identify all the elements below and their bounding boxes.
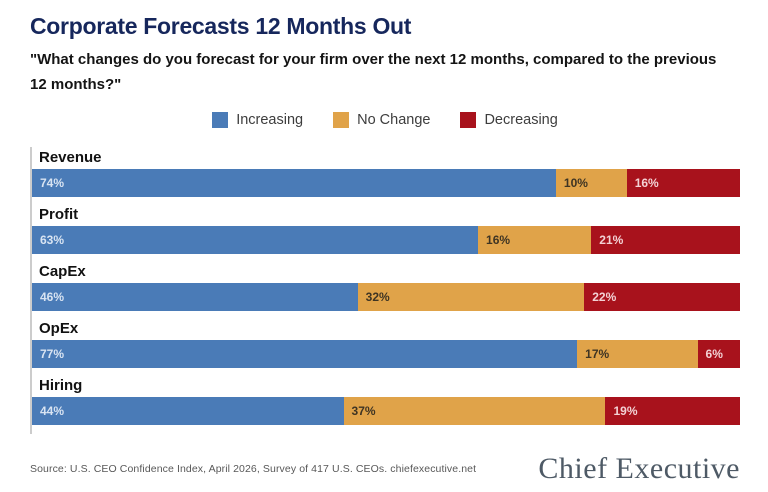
page-title: Corporate Forecasts 12 Months Out xyxy=(30,13,412,39)
source-note: Source: U.S. CEO Confidence Index, April… xyxy=(30,463,477,475)
bar-segment-increasing: 74% xyxy=(32,169,556,197)
segment-value-label: 37% xyxy=(351,404,376,418)
segment-value-label: 74% xyxy=(40,176,65,190)
chart-legend: Increasing No Change Decreasing xyxy=(30,110,740,130)
bar-segment-increasing: 63% xyxy=(32,226,479,254)
bar-segment-no-change: 17% xyxy=(577,340,698,368)
segment-value-label: 22% xyxy=(592,290,617,304)
bar-segment-decreasing: 6% xyxy=(697,340,740,368)
legend-swatch-icon xyxy=(212,112,229,128)
segment-value-label: 63% xyxy=(40,233,65,247)
bar-segment-no-change: 37% xyxy=(343,397,606,425)
bar-segment-decreasing: 19% xyxy=(605,397,740,425)
stacked-bar: 46% 32% 22% xyxy=(32,283,740,311)
legend-label: Increasing xyxy=(236,112,304,128)
bar-row-capex: CapEx 46% 32% 22% xyxy=(32,261,740,311)
legend-swatch-icon xyxy=(333,112,350,128)
category-label: Profit xyxy=(39,206,79,223)
segment-value-label: 19% xyxy=(613,404,638,418)
segment-value-label: 17% xyxy=(585,347,610,361)
bar-row-opex: OpEx 77% 17% 6% xyxy=(32,318,740,368)
legend-item-decreasing: Decreasing xyxy=(460,112,558,128)
legend-item-no-change: No Change xyxy=(333,112,430,128)
footer: Source: U.S. CEO Confidence Index, April… xyxy=(30,452,740,486)
bar-segment-no-change: 10% xyxy=(555,169,627,197)
stacked-bar: 63% 16% 21% xyxy=(32,226,740,254)
category-label: OpEx xyxy=(39,320,79,337)
stacked-bar: 74% 10% 16% xyxy=(32,169,740,197)
legend-item-increasing: Increasing xyxy=(212,112,303,128)
bar-segment-decreasing: 22% xyxy=(584,283,740,311)
category-label: Hiring xyxy=(39,377,83,394)
segment-value-label: 44% xyxy=(40,404,65,418)
chart-subtitle: "What changes do you forecast for your f… xyxy=(30,51,717,93)
segment-value-label: 21% xyxy=(599,233,624,247)
segment-value-label: 77% xyxy=(40,347,65,361)
bar-segment-no-change: 16% xyxy=(478,226,592,254)
category-label: CapEx xyxy=(39,263,86,280)
stacked-bar: 44% 37% 19% xyxy=(32,397,740,425)
bar-segment-decreasing: 21% xyxy=(591,226,740,254)
segment-value-label: 6% xyxy=(705,347,723,361)
segment-value-label: 16% xyxy=(634,176,659,190)
bar-row-profit: Profit 63% 16% 21% xyxy=(32,204,740,254)
stacked-bar: 77% 17% 6% xyxy=(32,340,740,368)
legend-label: No Change xyxy=(357,112,431,128)
segment-value-label: 16% xyxy=(486,233,511,247)
bar-segment-increasing: 46% xyxy=(32,283,358,311)
bar-segment-decreasing: 16% xyxy=(626,169,740,197)
bar-row-hiring: Hiring 44% 37% 19% xyxy=(32,375,740,425)
brand-logo: Chief Executive xyxy=(538,452,740,485)
legend-label: Decreasing xyxy=(484,112,558,128)
stacked-bar-chart: Revenue 74% 10% 16% Profit 63% 16% 21% CapEx 46% 3… xyxy=(30,147,740,434)
segment-value-label: 46% xyxy=(40,290,65,304)
category-label: Revenue xyxy=(39,149,102,166)
legend-swatch-icon xyxy=(460,112,477,128)
bar-row-revenue: Revenue 74% 10% 16% xyxy=(32,147,740,197)
bar-segment-increasing: 77% xyxy=(32,340,578,368)
bar-segment-no-change: 32% xyxy=(357,283,585,311)
segment-value-label: 10% xyxy=(563,176,588,190)
segment-value-label: 32% xyxy=(365,290,390,304)
bar-segment-increasing: 44% xyxy=(32,397,344,425)
